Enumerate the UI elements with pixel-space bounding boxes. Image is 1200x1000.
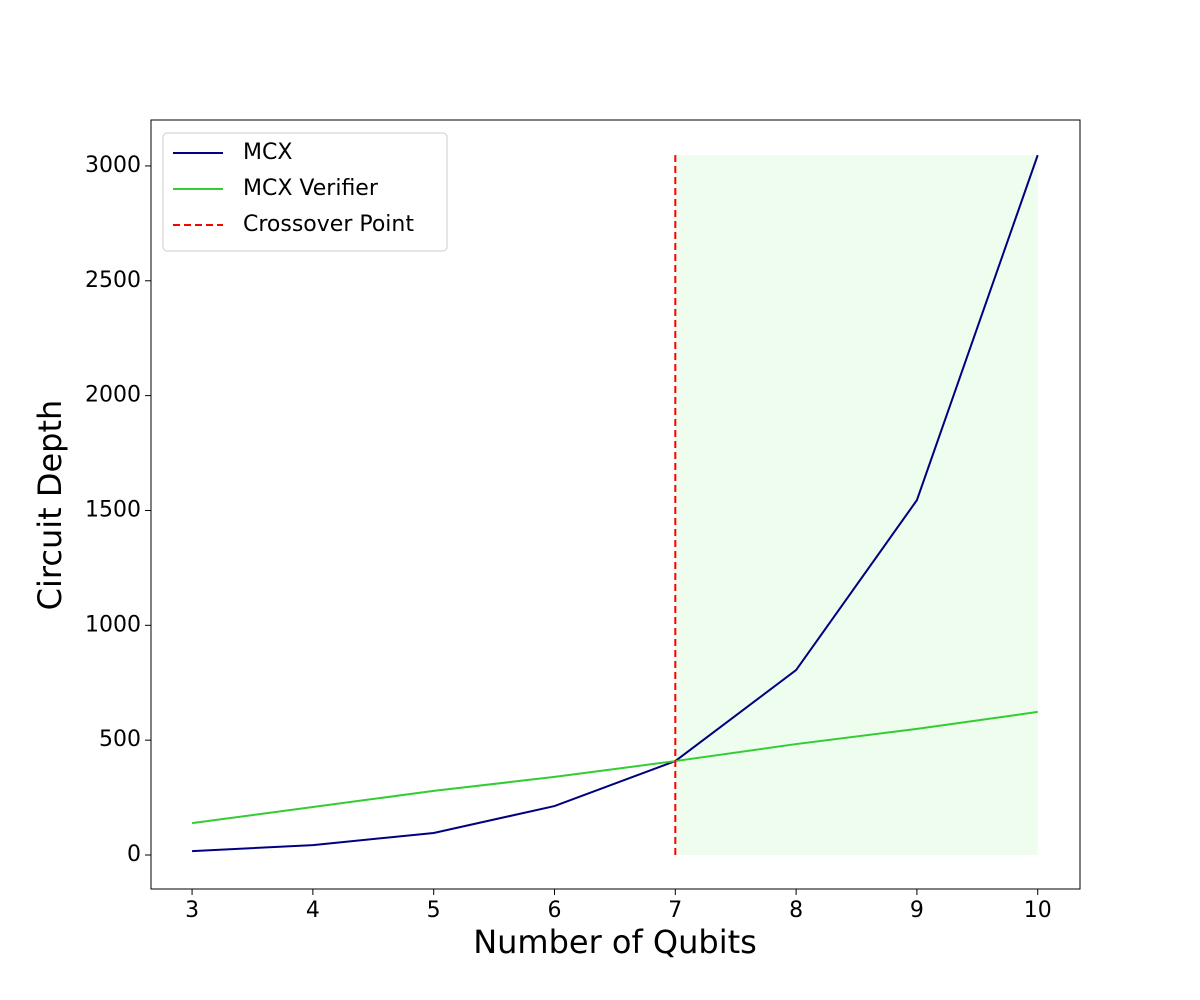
legend-label: MCX Verifier: [243, 176, 379, 201]
x-tick-label: 7: [668, 898, 682, 923]
x-tick-label: 5: [427, 898, 441, 923]
x-tick-label: 10: [1024, 898, 1052, 923]
y-tick-label: 2000: [85, 383, 141, 408]
y-tick-label: 2500: [85, 268, 141, 293]
x-tick-label: 6: [547, 898, 561, 923]
y-tick-label: 0: [127, 842, 141, 867]
y-tick-label: 1500: [85, 497, 141, 522]
x-tick-label: 3: [185, 898, 199, 923]
legend-box: [162, 132, 448, 252]
x-tick-label: 8: [789, 898, 803, 923]
shaded-region: [675, 155, 1038, 856]
x-tick-label: 4: [306, 898, 320, 923]
series-line: [192, 154, 1039, 853]
series-line: [191, 710, 1038, 825]
legend-label: Crossover Point: [243, 212, 414, 237]
y-tick-label: 1000: [85, 612, 141, 637]
legend-label: MCX: [243, 140, 292, 165]
plot-frame: [150, 119, 1081, 890]
legend: MCX MCX Verifier Crossover Point: [162, 132, 448, 252]
y-axis-title: Circuit Depth: [31, 400, 69, 611]
y-tick-label: 3000: [85, 153, 141, 178]
x-tick-label: 9: [910, 898, 924, 923]
y-tick-label: 500: [99, 727, 141, 752]
x-axis-title: Number of Qubits: [473, 923, 757, 961]
